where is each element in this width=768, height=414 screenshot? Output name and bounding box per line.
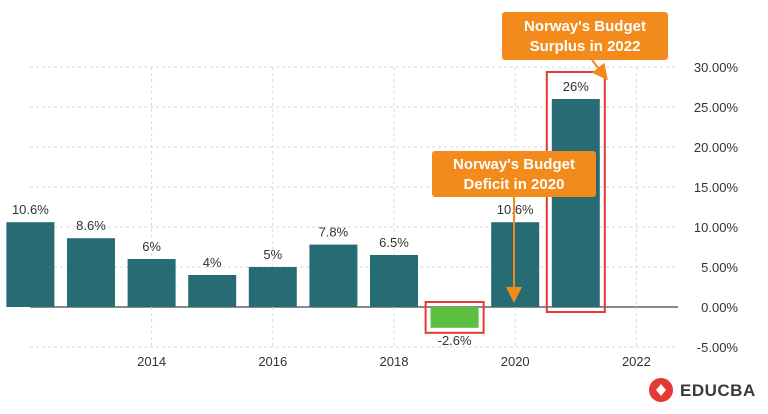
bar-2019 — [370, 255, 418, 307]
data-label-2022: 26% — [563, 79, 589, 94]
surplus-callout-line-2: Surplus in 2022 — [530, 38, 641, 55]
educba-logo-text: EDUCBA — [680, 381, 756, 400]
surplus-callout-line-1: Norway's Budget — [524, 18, 646, 35]
bar-2016 — [188, 275, 237, 307]
bars — [6, 99, 600, 328]
y-tick-label: 15.00% — [694, 180, 739, 195]
y-tick-label: -5.00% — [697, 340, 739, 355]
y-tick-label: 20.00% — [694, 140, 739, 155]
x-axis: 2014 2016 2018 2020 2022 — [137, 354, 651, 369]
bar-2014 — [67, 238, 115, 307]
deficit-callout-line-1: Norway's Budget — [453, 156, 575, 173]
deficit-callout: Norway's Budget Deficit in 2020 — [432, 151, 596, 303]
x-tick-label: 2020 — [501, 354, 530, 369]
x-tick-label: 2022 — [622, 354, 651, 369]
y-tick-label: 25.00% — [694, 100, 739, 115]
deficit-callout-box — [432, 151, 596, 197]
bar-2017 — [248, 267, 297, 307]
deficit-callout-line-2: Deficit in 2020 — [464, 176, 565, 193]
data-label-2015: 6% — [142, 239, 161, 254]
data-label-2018: 7.8% — [319, 225, 349, 240]
surplus-callout-arrow — [591, 59, 608, 81]
data-label-2019: 6.5% — [379, 235, 409, 250]
y-tick-label: 30.00% — [694, 60, 739, 75]
bar-2021 — [491, 222, 540, 307]
highlight-box-2020 — [424, 301, 485, 334]
bar-2018 — [309, 244, 358, 307]
data-labels: 10.6% 8.6% 6% 4% 5% 7.8% 6.5% -2.6% 10.6% 26% — [12, 79, 589, 348]
bar-2013 — [6, 222, 55, 307]
y-axis: 30.00% 25.00% 20.00% 15.00% 10.00% 5.00% 0.00%… — [694, 60, 739, 355]
data-label-2020: -2.6% — [438, 333, 472, 348]
bar-2020 — [430, 307, 479, 328]
y-tick-label: 5.00% — [701, 260, 738, 275]
surplus-callout-box — [502, 12, 668, 60]
data-label-2017: 5% — [263, 247, 282, 262]
x-tick-label: 2018 — [380, 354, 409, 369]
x-tick-label: 2014 — [137, 354, 166, 369]
y-tick-label: 10.00% — [694, 220, 739, 235]
y-tick-label: 0.00% — [701, 300, 738, 315]
surplus-callout: Norway's Budget Surplus in 2022 — [502, 12, 668, 81]
data-label-2014: 8.6% — [76, 218, 106, 233]
educba-logo-mark — [656, 384, 666, 396]
data-label-2016: 4% — [203, 255, 222, 270]
data-label-2013: 10.6% — [12, 202, 49, 217]
educba-logo: EDUCBA — [649, 378, 756, 402]
bar-2015 — [127, 259, 176, 307]
bar-2022 — [551, 99, 600, 307]
x-tick-label: 2016 — [258, 354, 287, 369]
data-label-2021: 10.6% — [497, 202, 534, 217]
